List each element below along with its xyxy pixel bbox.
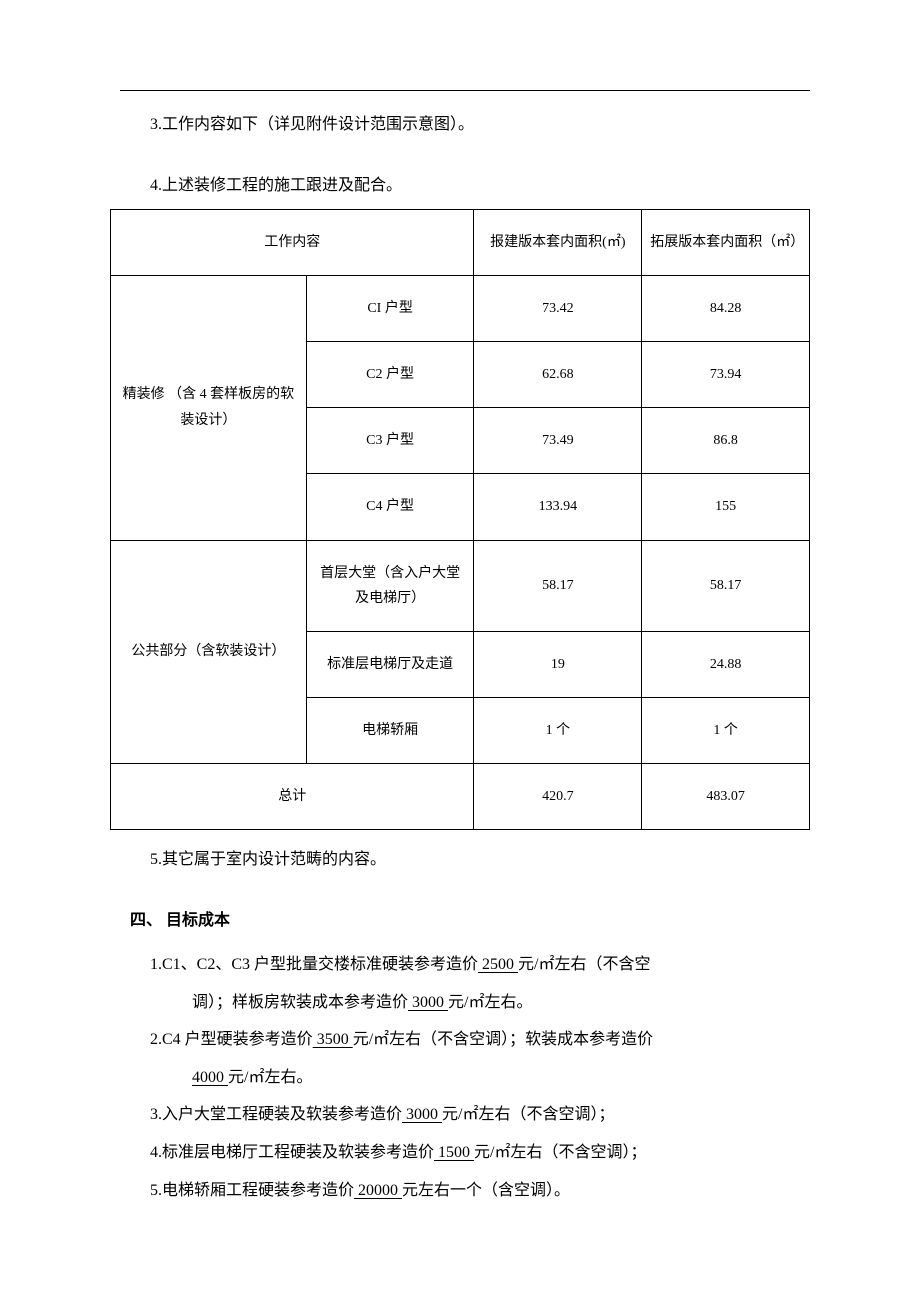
cell-reported: 1 个: [474, 698, 642, 764]
table-row: 精装修 （含 4 套样板房的软装设计） CI 户型 73.42 84.28: [111, 275, 810, 341]
cell-expanded: 58.17: [642, 540, 810, 631]
text: 元/㎡左右（不含空调）；: [442, 1106, 614, 1123]
paragraph-5: 5.其它属于室内设计范畴的内容。: [150, 846, 810, 875]
text: 元/㎡左右。: [228, 1069, 312, 1086]
cost-item-1: 1.C1、C2、C3 户型批量交楼标准硬装参考造价 2500 元/㎡左右（不含空: [150, 948, 810, 982]
cost-item-2: 2.C4 户型硬装参考造价 3500 元/㎡左右（不含空调）；软装成本参考造价: [150, 1023, 810, 1057]
underlined-value: 20000: [354, 1182, 402, 1199]
cell-reported: 19: [474, 631, 642, 697]
total-reported: 420.7: [474, 764, 642, 830]
top-divider: [120, 90, 810, 91]
text: 5.电梯轿厢工程硬装参考造价: [150, 1182, 354, 1199]
cost-item-2-cont: 4000 元/㎡左右。: [192, 1061, 810, 1095]
paragraph-3: 3.工作内容如下（详见附件设计范围示意图）。: [150, 111, 810, 140]
header-expanded-area: 拓展版本套内面积（㎡）: [642, 209, 810, 275]
cell-name: C3 户型: [306, 408, 474, 474]
cell-expanded: 73.94: [642, 341, 810, 407]
cell-reported: 73.42: [474, 275, 642, 341]
underlined-value: 3000: [402, 1106, 442, 1123]
text: 元/㎡左右（不含空: [518, 956, 650, 973]
cost-item-1-cont: 调）；样板房软装成本参考造价 3000 元/㎡左右。: [192, 986, 810, 1020]
work-content-table: 工作内容 报建版本套内面积(㎡) 拓展版本套内面积（㎡） 精装修 （含 4 套样…: [110, 209, 810, 831]
text: 元左右一个（含空调）。: [402, 1182, 570, 1199]
cell-name: CI 户型: [306, 275, 474, 341]
group2-label: 公共部分（含软装设计）: [111, 540, 307, 764]
cell-expanded: 155: [642, 474, 810, 540]
text: 4.标准层电梯厅工程硬装及软装参考造价: [150, 1144, 434, 1161]
cell-reported: 62.68: [474, 341, 642, 407]
underlined-value: 3000: [408, 994, 448, 1011]
cell-name: 标准层电梯厅及走道: [306, 631, 474, 697]
cell-name: C2 户型: [306, 341, 474, 407]
underlined-value: 2500: [478, 956, 518, 973]
cost-item-3: 3.入户大堂工程硬装及软装参考造价 3000 元/㎡左右（不含空调）；: [150, 1098, 810, 1132]
table-header-row: 工作内容 报建版本套内面积(㎡) 拓展版本套内面积（㎡）: [111, 209, 810, 275]
underlined-value: 1500: [434, 1144, 474, 1161]
cost-item-5: 5.电梯轿厢工程硬装参考造价 20000 元左右一个（含空调）。: [150, 1174, 810, 1208]
table-total-row: 总计 420.7 483.07: [111, 764, 810, 830]
cell-reported: 73.49: [474, 408, 642, 474]
cell-name: 首层大堂（含入户大堂及电梯厅）: [306, 540, 474, 631]
text: 元/㎡左右（不含空调）；软装成本参考造价: [353, 1031, 653, 1048]
cell-reported: 133.94: [474, 474, 642, 540]
text: 2.C4 户型硬装参考造价: [150, 1031, 313, 1048]
underlined-value: 3500: [313, 1031, 353, 1048]
text: 3.入户大堂工程硬装及软装参考造价: [150, 1106, 402, 1123]
header-reported-area: 报建版本套内面积(㎡): [474, 209, 642, 275]
table-row: 公共部分（含软装设计） 首层大堂（含入户大堂及电梯厅） 58.17 58.17: [111, 540, 810, 631]
group1-label: 精装修 （含 4 套样板房的软装设计）: [111, 275, 307, 540]
text: 元/㎡左右（不含空调）；: [474, 1144, 646, 1161]
cell-expanded: 1 个: [642, 698, 810, 764]
paragraph-4: 4.上述装修工程的施工跟进及配合。: [150, 172, 810, 201]
text: 元/㎡左右。: [448, 994, 532, 1011]
header-work-content: 工作内容: [111, 209, 474, 275]
cost-item-4: 4.标准层电梯厅工程硬装及软装参考造价 1500 元/㎡左右（不含空调）；: [150, 1136, 810, 1170]
underlined-value: 4000: [192, 1069, 228, 1086]
total-expanded: 483.07: [642, 764, 810, 830]
cell-name: C4 户型: [306, 474, 474, 540]
cell-expanded: 24.88: [642, 631, 810, 697]
total-label: 总计: [111, 764, 474, 830]
section-4-heading: 四、 目标成本: [130, 907, 810, 936]
cell-reported: 58.17: [474, 540, 642, 631]
cell-name: 电梯轿厢: [306, 698, 474, 764]
text: 调）；样板房软装成本参考造价: [192, 994, 408, 1011]
cell-expanded: 86.8: [642, 408, 810, 474]
cell-expanded: 84.28: [642, 275, 810, 341]
text: 1.C1、C2、C3 户型批量交楼标准硬装参考造价: [150, 956, 478, 973]
